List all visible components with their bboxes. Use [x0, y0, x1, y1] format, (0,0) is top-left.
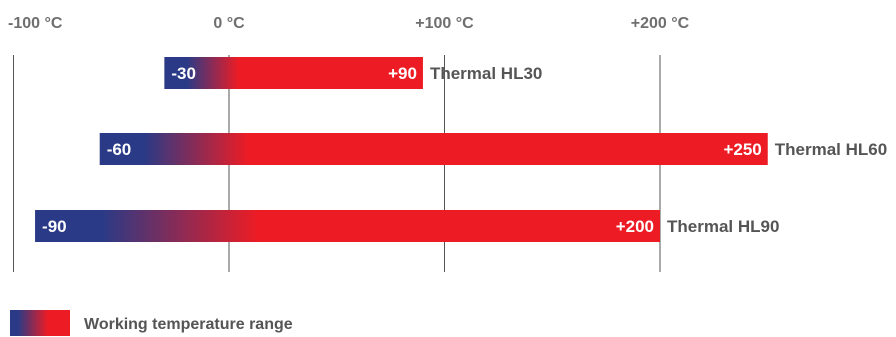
range-bar-group: -60 +250 Thermal HL60 — [99, 133, 887, 165]
legend-swatch — [10, 310, 70, 336]
bar-max-label: +200 — [616, 217, 654, 236]
x-tick-label: -100 °C — [8, 15, 63, 32]
x-tick-label: +100 °C — [415, 15, 474, 32]
bar-max-label: +250 — [723, 140, 761, 159]
bar-product-label: Thermal HL60 — [775, 140, 887, 159]
range-bars: -30 +90 Thermal HL30 -60 +250 Thermal HL60 -90… — [35, 57, 887, 242]
range-bar-group: -30 +90 Thermal HL30 — [164, 57, 542, 89]
range-bar — [164, 57, 423, 89]
bar-product-label: Thermal HL30 — [430, 64, 542, 83]
bar-min-label: -60 — [107, 140, 132, 159]
bar-min-label: -30 — [171, 64, 196, 83]
range-bar — [99, 133, 768, 165]
bar-max-label: +90 — [388, 64, 417, 83]
range-bar-group: -90 +200 Thermal HL90 — [35, 210, 779, 242]
legend: Working temperature range — [10, 310, 293, 336]
range-bar — [35, 210, 661, 242]
bar-min-label: -90 — [42, 217, 67, 236]
x-tick-labels: -100 °C 0 °C +100 °C +200 °C — [8, 15, 690, 32]
legend-label: Working temperature range — [84, 316, 293, 333]
x-tick-label: 0 °C — [213, 15, 245, 32]
x-tick-label: +200 °C — [631, 15, 690, 32]
bar-product-label: Thermal HL90 — [667, 217, 779, 236]
